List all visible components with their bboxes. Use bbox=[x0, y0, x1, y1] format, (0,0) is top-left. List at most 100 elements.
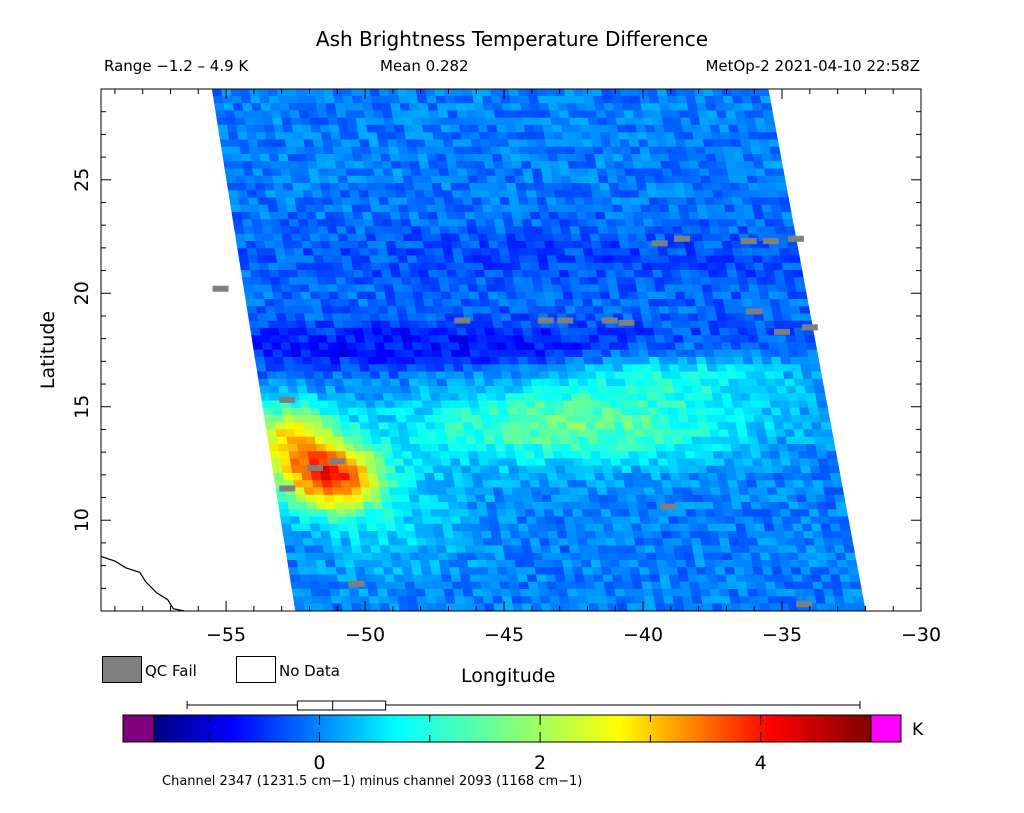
swath-pixel bbox=[496, 124, 508, 133]
swath-pixel bbox=[554, 89, 566, 97]
swath-pixel bbox=[765, 378, 777, 387]
swath-pixel bbox=[661, 480, 673, 489]
swath-pixel bbox=[457, 559, 470, 568]
swath-pixel bbox=[634, 226, 647, 235]
swath-pixel bbox=[476, 559, 489, 568]
swath-pixel bbox=[415, 588, 427, 597]
swath-pixel bbox=[287, 559, 299, 568]
swath-pixel bbox=[526, 356, 539, 365]
swath-pixel bbox=[534, 400, 546, 409]
swath-pixel bbox=[633, 538, 646, 547]
swath-pixel bbox=[775, 538, 788, 547]
swath-pixel bbox=[223, 161, 235, 170]
swath-pixel bbox=[649, 103, 662, 111]
swath-pixel bbox=[337, 349, 350, 358]
swath-pixel bbox=[422, 349, 434, 358]
swath-pixel bbox=[424, 89, 437, 97]
swath-pixel bbox=[536, 465, 548, 474]
swath-pixel bbox=[246, 190, 258, 199]
swath-pixel bbox=[341, 487, 353, 496]
swath-pixel bbox=[627, 451, 640, 460]
swath-pixel bbox=[603, 103, 615, 111]
swath-pixel bbox=[481, 364, 493, 373]
swath-pixel bbox=[573, 356, 586, 365]
swath-pixel bbox=[807, 451, 819, 460]
swath-pixel bbox=[788, 349, 800, 358]
colorbar-overflow bbox=[870, 714, 902, 743]
swath-pixel bbox=[479, 190, 491, 199]
swath-pixel bbox=[781, 212, 793, 220]
swath-pixel bbox=[319, 523, 331, 532]
swath-pixel bbox=[330, 132, 342, 141]
swath-pixel bbox=[768, 342, 780, 351]
swath-pixel bbox=[296, 501, 309, 510]
swath-pixel bbox=[611, 516, 623, 525]
swath-pixel bbox=[331, 139, 343, 148]
swath-pixel bbox=[553, 400, 565, 409]
swath-pixel bbox=[433, 139, 445, 148]
swath-pixel bbox=[580, 233, 592, 242]
swath-pixel bbox=[732, 458, 745, 467]
swath-pixel bbox=[749, 291, 761, 300]
swath-pixel bbox=[312, 306, 324, 315]
swath-pixel bbox=[652, 117, 664, 126]
swath-pixel bbox=[719, 538, 731, 547]
swath-pixel bbox=[297, 567, 310, 576]
swath-pixel bbox=[517, 465, 529, 474]
swath-pixel bbox=[330, 364, 343, 373]
swath-pixel bbox=[288, 277, 300, 286]
swath-pixel bbox=[430, 567, 442, 576]
swath-pixel bbox=[430, 233, 443, 242]
swath-pixel bbox=[466, 117, 479, 126]
swath-pixel bbox=[558, 110, 570, 119]
swath-pixel bbox=[347, 124, 359, 133]
swath-pixel bbox=[666, 298, 678, 307]
swath-pixel bbox=[701, 284, 713, 293]
swath-pixel bbox=[536, 248, 548, 257]
swath-pixel bbox=[384, 458, 396, 467]
swath-pixel bbox=[426, 262, 438, 271]
swath-pixel bbox=[666, 458, 679, 467]
swath-pixel bbox=[483, 269, 496, 278]
swath-pixel bbox=[292, 596, 305, 605]
swath-pixel bbox=[259, 327, 271, 336]
swath-pixel bbox=[721, 291, 733, 300]
swath-pixel bbox=[641, 110, 654, 119]
swath-pixel bbox=[294, 371, 306, 380]
swath-pixel bbox=[515, 567, 528, 576]
swath-pixel bbox=[542, 175, 554, 184]
swath-pixel bbox=[670, 371, 682, 380]
swath-pixel bbox=[410, 335, 422, 344]
swath-pixel bbox=[295, 89, 307, 97]
swath-pixel bbox=[551, 175, 563, 184]
swath-pixel bbox=[728, 226, 740, 235]
swath-pixel bbox=[294, 429, 306, 438]
swath-pixel bbox=[578, 385, 591, 394]
swath-pixel bbox=[584, 204, 596, 213]
swath-pixel bbox=[552, 233, 564, 242]
swath-pixel bbox=[520, 538, 532, 547]
swath-pixel bbox=[303, 429, 316, 438]
swath-pixel bbox=[357, 241, 369, 249]
swath-pixel bbox=[363, 335, 375, 344]
swath-pixel bbox=[324, 95, 336, 104]
swath-pixel bbox=[722, 248, 735, 257]
swath-pixel bbox=[476, 393, 489, 402]
swath-pixel bbox=[587, 327, 599, 336]
swath-pixel bbox=[613, 262, 625, 271]
swath-pixel bbox=[682, 385, 694, 394]
swath-pixel bbox=[569, 385, 581, 394]
swath-pixel bbox=[458, 451, 470, 460]
swath-pixel bbox=[328, 523, 340, 532]
swath-pixel bbox=[750, 197, 763, 206]
swath-pixel bbox=[439, 567, 452, 576]
swath-pixel bbox=[515, 291, 527, 300]
swath-pixel bbox=[523, 284, 535, 293]
swath-pixel bbox=[693, 342, 705, 351]
swath-pixel bbox=[747, 487, 760, 496]
swath-pixel bbox=[316, 103, 328, 111]
swath-pixel bbox=[412, 400, 424, 409]
swath-pixel bbox=[688, 422, 701, 431]
swath-pixel bbox=[781, 516, 793, 525]
swath-pixel bbox=[566, 103, 578, 111]
